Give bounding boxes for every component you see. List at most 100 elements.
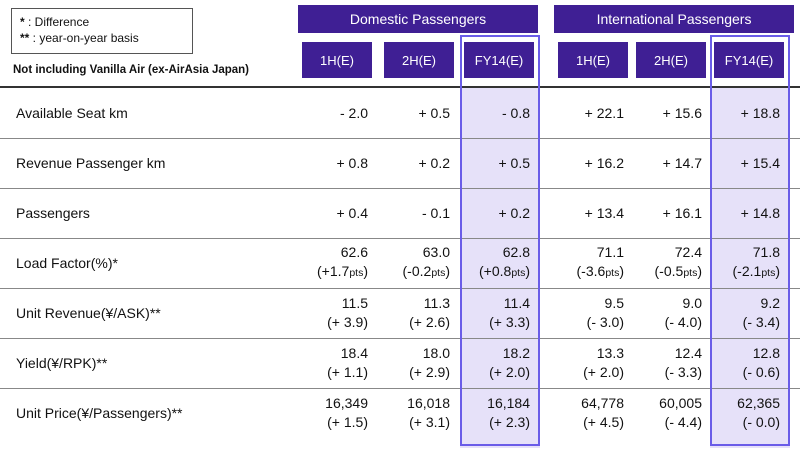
legend-item-yoy: ** : year-on-year basis <box>20 30 192 46</box>
column-header: 1H(E) <box>302 42 372 78</box>
row-label: Passengers <box>16 205 90 221</box>
cell-value: 11.4 <box>503 295 530 311</box>
cell-value: + 0.2 <box>498 204 530 221</box>
cell-change: (- 4.0) <box>664 314 702 330</box>
cell-change: (+ 2.0) <box>583 364 624 380</box>
table-cell: 12.4 (- 3.3) <box>632 338 702 388</box>
table-cell: 16,184 (+ 2.3) <box>460 388 530 438</box>
table-cell: + 0.8 <box>298 138 368 188</box>
cell-change: (+ 1.5) <box>327 414 368 430</box>
table-cell: 18.0 (+ 2.9) <box>380 338 450 388</box>
cell-value: 11.5 <box>341 295 368 311</box>
cell-value: + 0.2 <box>418 154 450 171</box>
table-cell: + 0.5 <box>460 138 530 188</box>
table-cell: + 0.2 <box>380 138 450 188</box>
cell-value: 16,018 <box>407 395 450 411</box>
row-label: Load Factor(%)* <box>16 255 118 271</box>
cell-value: + 0.4 <box>336 204 368 221</box>
group-header: International Passengers <box>554 5 794 33</box>
cell-change: (-0.2pts) <box>402 263 450 279</box>
cell-change: (- 4.4) <box>664 414 702 430</box>
table-cell: + 15.6 <box>632 88 702 138</box>
table-cell: 63.0 (-0.2pts) <box>380 238 450 288</box>
table-cell: 71.8 (-2.1pts) <box>710 238 780 288</box>
cell-value: 64,778 <box>581 395 624 411</box>
cell-value: 18.0 <box>422 345 450 361</box>
table-cell: + 16.1 <box>632 188 702 238</box>
table-cell: 11.3 (+ 2.6) <box>380 288 450 338</box>
legend-text: : year-on-year basis <box>29 31 139 45</box>
cell-value: - 0.8 <box>501 104 530 121</box>
group-header: Domestic Passengers <box>298 5 538 33</box>
cell-value: + 0.5 <box>418 104 450 121</box>
cell-value: + 14.7 <box>662 154 702 171</box>
cell-value: + 16.2 <box>584 154 624 171</box>
row-label: Yield(¥/RPK)** <box>16 355 108 371</box>
cell-unit: pts <box>605 267 620 279</box>
legend-mark: * <box>20 15 25 29</box>
cell-unit: pts <box>761 267 776 279</box>
table-cell: - 0.1 <box>380 188 450 238</box>
cell-value: 62.8 <box>502 244 530 260</box>
cell-value: + 0.8 <box>336 154 368 171</box>
cell-value: 9.0 <box>682 295 702 311</box>
cell-change: (+ 2.9) <box>409 364 450 380</box>
table-cell: + 22.1 <box>554 88 624 138</box>
cell-value: 62.6 <box>340 244 368 260</box>
table-cell: 62,365 (- 0.0) <box>710 388 780 438</box>
row-divider <box>0 388 800 389</box>
table-subtitle: Not including Vanilla Air (ex-AirAsia Ja… <box>13 64 250 76</box>
table-cell: 9.0 (- 4.0) <box>632 288 702 338</box>
cell-change: (+ 2.3) <box>489 414 530 430</box>
cell-value: + 13.4 <box>584 204 624 221</box>
cell-change: (- 0.6) <box>742 364 780 380</box>
column-header: 1H(E) <box>558 42 628 78</box>
table-cell: 9.5 (- 3.0) <box>554 288 624 338</box>
table-cell: 18.4 (+ 1.1) <box>298 338 368 388</box>
table-cell: 71.1 (-3.6pts) <box>554 238 624 288</box>
table-cell: - 0.8 <box>460 88 530 138</box>
cell-value: 9.5 <box>604 295 624 311</box>
cell-value: 60,005 <box>659 395 702 411</box>
cell-value: 12.4 <box>674 345 702 361</box>
column-header: 2H(E) <box>384 42 454 78</box>
row-divider <box>0 188 800 189</box>
cell-unit: pts <box>511 267 526 279</box>
cell-change: (- 0.0) <box>742 414 780 430</box>
table-cell: + 13.4 <box>554 188 624 238</box>
table-cell: 12.8 (- 0.6) <box>710 338 780 388</box>
table-cell: 72.4 (-0.5pts) <box>632 238 702 288</box>
cell-change: (+ 3.1) <box>409 414 450 430</box>
table-cell: + 15.4 <box>710 138 780 188</box>
cell-change: (+ 3.9) <box>327 314 368 330</box>
legend-box: * : Difference ** : year-on-year basis <box>11 8 193 54</box>
cell-unit: pts <box>431 267 446 279</box>
cell-change: (-0.5pts) <box>654 263 702 279</box>
table-cell: - 2.0 <box>298 88 368 138</box>
table-cell: 16,018 (+ 3.1) <box>380 388 450 438</box>
table-cell: 62.6 (+1.7pts) <box>298 238 368 288</box>
table-cell: + 14.8 <box>710 188 780 238</box>
column-header: FY14(E) <box>464 42 534 78</box>
cell-change: (+ 3.3) <box>489 314 530 330</box>
cell-value: 71.1 <box>596 244 624 260</box>
table-cell: 9.2 (- 3.4) <box>710 288 780 338</box>
cell-change: (-3.6pts) <box>576 263 624 279</box>
table-cell: 62.8 (+0.8pts) <box>460 238 530 288</box>
column-header: FY14(E) <box>714 42 784 78</box>
cell-value: 71.8 <box>752 244 780 260</box>
legend-text: : Difference <box>24 15 90 29</box>
cell-value: + 18.8 <box>740 104 780 121</box>
cell-value: 13.3 <box>596 345 624 361</box>
row-label: Unit Price(¥/Passengers)** <box>16 405 183 421</box>
cell-value: + 16.1 <box>662 204 702 221</box>
legend-mark: ** <box>20 31 30 45</box>
cell-value: - 2.0 <box>339 104 368 121</box>
row-divider <box>0 288 800 289</box>
cell-change: (+1.7pts) <box>317 263 368 279</box>
table-cell: 13.3 (+ 2.0) <box>554 338 624 388</box>
cell-change: (-2.1pts) <box>732 263 780 279</box>
table-cell: + 16.2 <box>554 138 624 188</box>
cell-value: 16,349 <box>325 395 368 411</box>
cell-change: (+ 4.5) <box>583 414 624 430</box>
